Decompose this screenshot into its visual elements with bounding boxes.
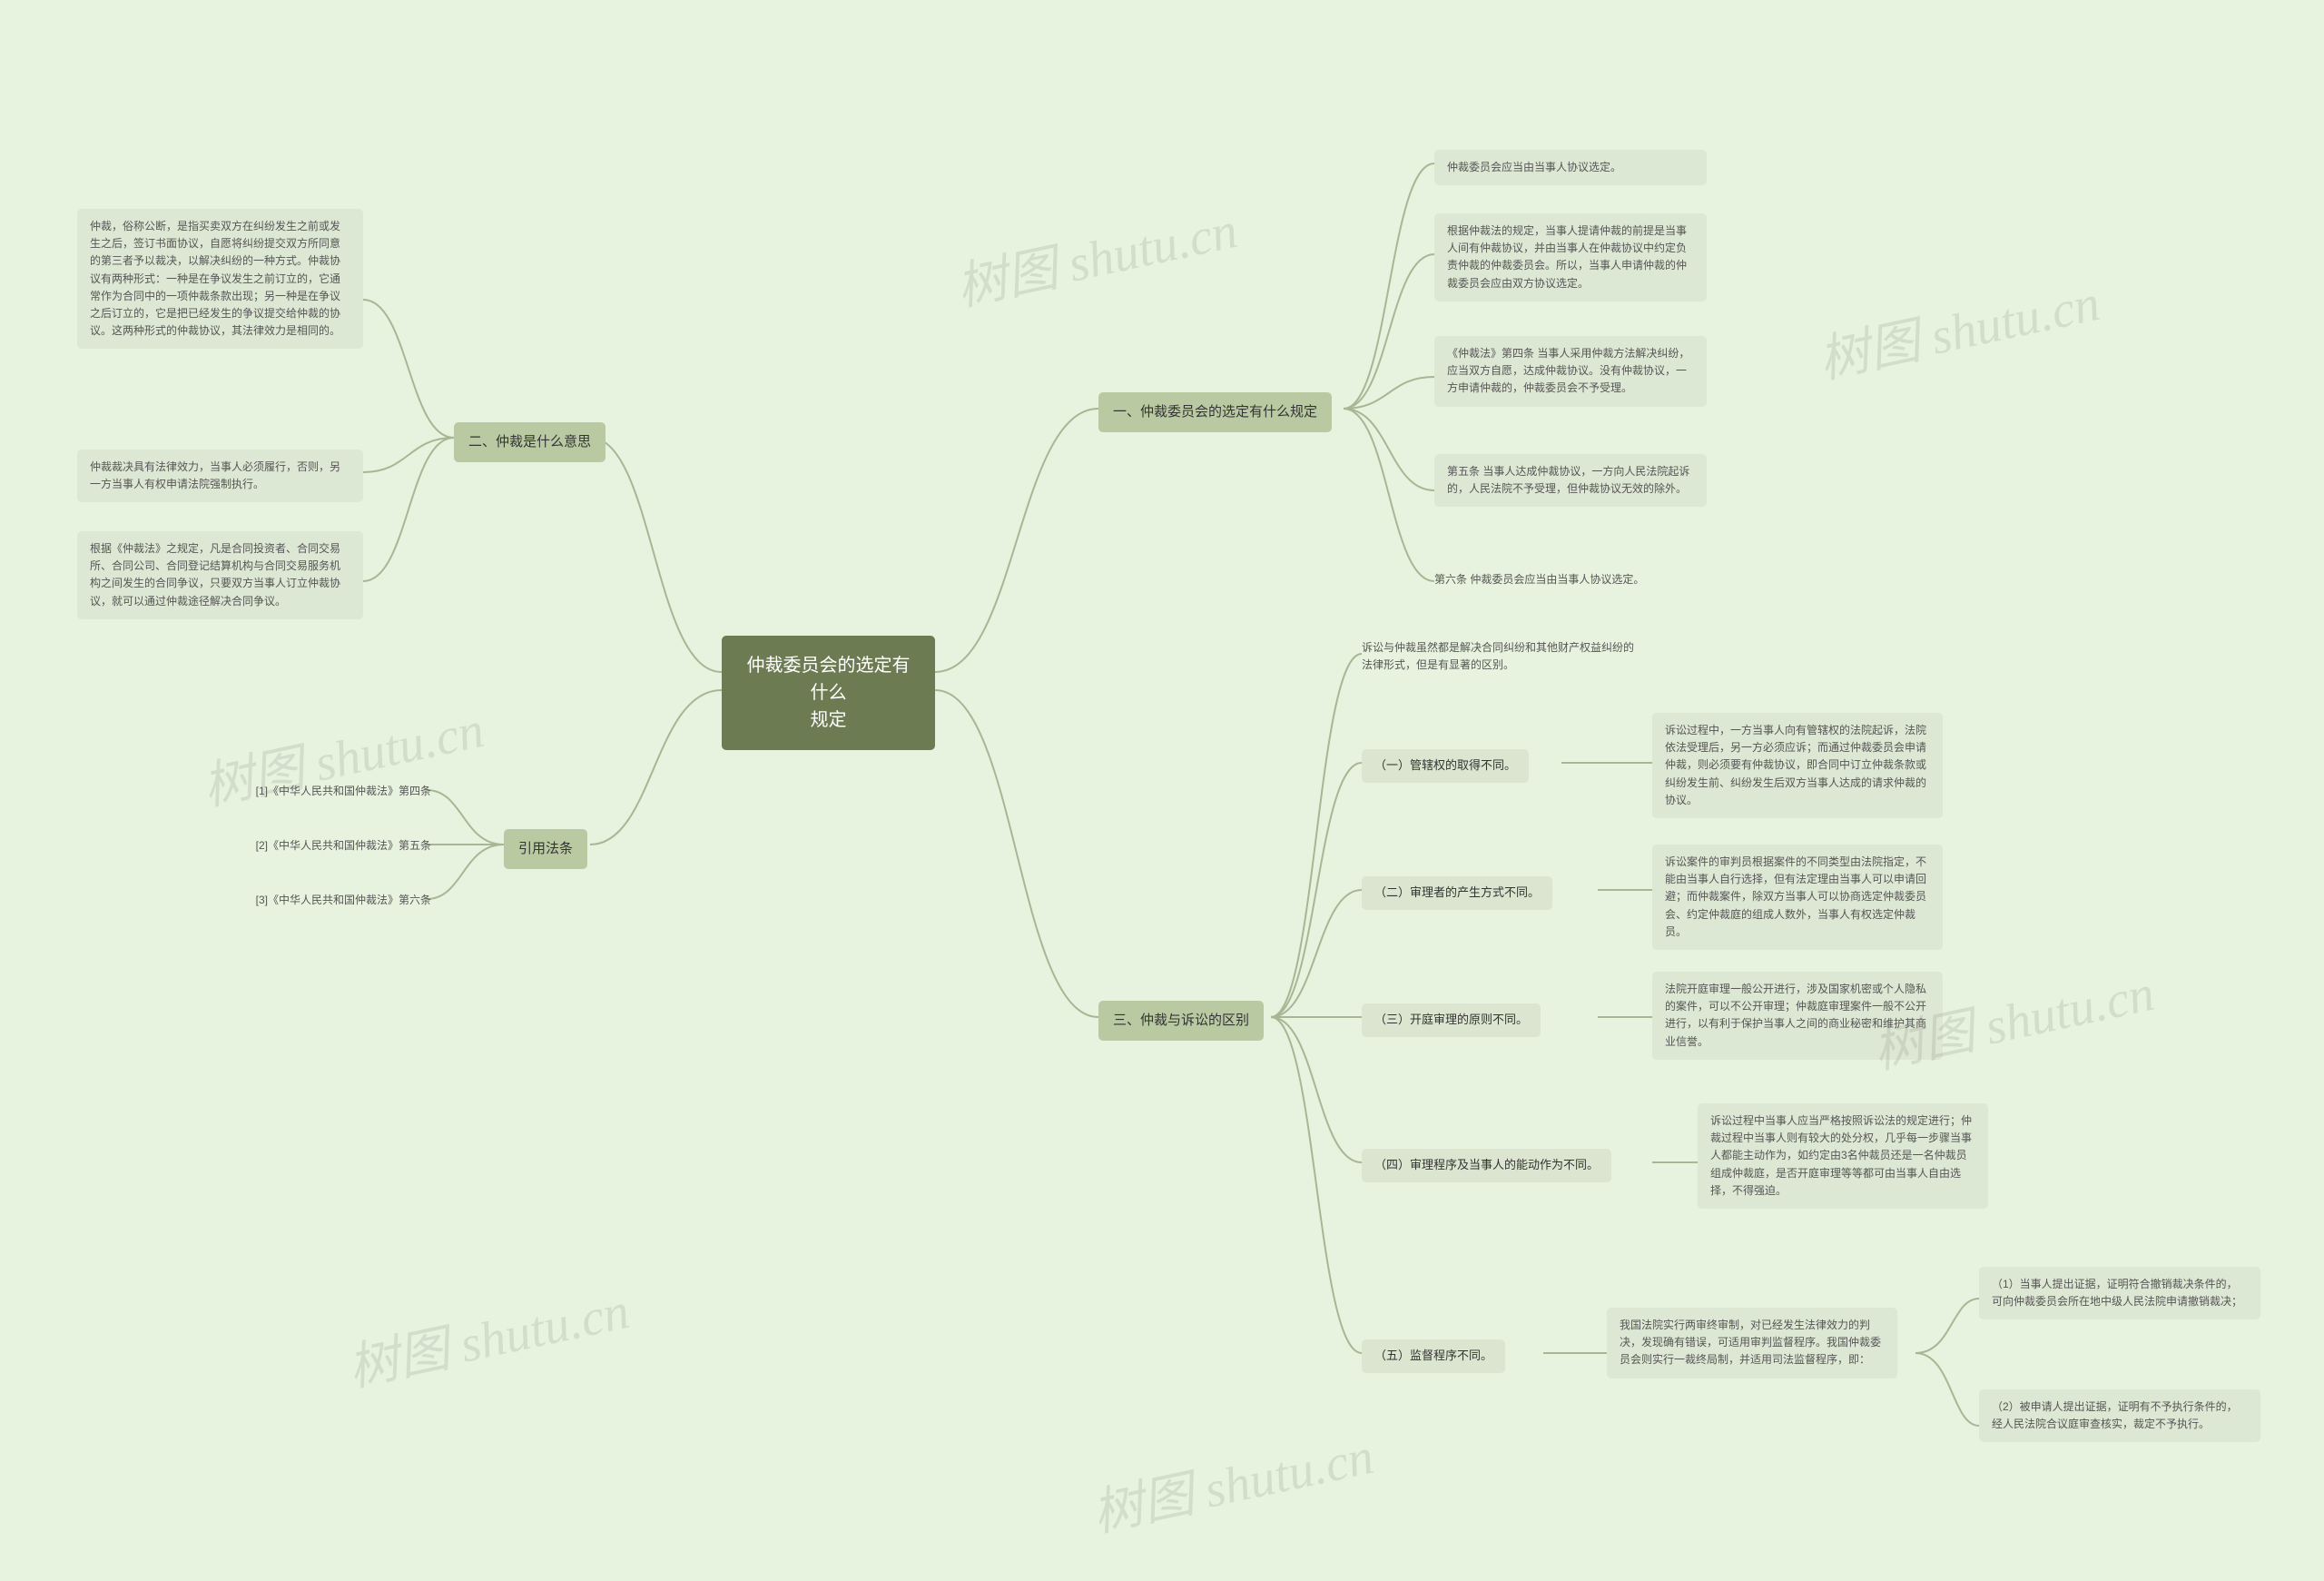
root-node[interactable]: 仲裁委员会的选定有什么 规定: [722, 636, 935, 750]
branch-3-title: 三、仲裁与诉讼的区别: [1113, 1013, 1249, 1028]
branch-4-item-2: [3]《中华人民共和国仲裁法》第六条: [195, 888, 431, 913]
branch-1-item-3: 第五条 当事人达成仲裁协议，一方向人民法院起诉的，人民法院不予受理，但仲裁协议无…: [1434, 454, 1707, 507]
branch-4[interactable]: 引用法条: [504, 829, 587, 869]
branch-3-sub-2-text: 法院开庭审理一般公开进行，涉及国家机密或个人隐私的案件，可以不公开审理；仲裁庭审…: [1652, 972, 1943, 1060]
branch-2-item-0: 仲裁，俗称公断，是指买卖双方在纠纷发生之前或发生之后，签订书面协议，自愿将纠纷提…: [77, 209, 363, 349]
watermark: 树图 shutu.cn: [340, 1270, 635, 1401]
branch-3-sub-4-extra-1: （2）被申请人提出证据，证明有不予执行条件的，经人民法院合议庭审查核实，裁定不予…: [1979, 1389, 2260, 1442]
branch-2-title: 二、仲裁是什么意思: [468, 434, 591, 450]
branch-3-sub-1[interactable]: （二）审理者的产生方式不同。: [1362, 876, 1552, 910]
branch-2-item-2: 根据《仲裁法》之规定，凡是合同投资者、合同交易所、合同公司、合同登记结算机构与合…: [77, 531, 363, 619]
branch-1-item-2: 《仲裁法》第四条 当事人采用仲裁方法解决纠纷，应当双方自愿，达成仲裁协议。没有仲…: [1434, 336, 1707, 407]
branch-3-sub-4-extra-0: （1）当事人提出证据，证明符合撤销裁决条件的，可向仲裁委员会所在地中级人民法院申…: [1979, 1267, 2260, 1319]
branch-3-sub-3-text: 诉讼过程中当事人应当严格按照诉讼法的规定进行；仲裁过程中当事人则有较大的处分权，…: [1698, 1103, 1988, 1209]
branch-4-item-1: [2]《中华人民共和国仲裁法》第五条: [195, 834, 431, 858]
branch-2[interactable]: 二、仲裁是什么意思: [454, 422, 606, 462]
watermark: 树图 shutu.cn: [1085, 1415, 1379, 1546]
branch-3-sub-4[interactable]: （五）监督程序不同。: [1362, 1339, 1505, 1373]
watermark: 树图 shutu.cn: [949, 189, 1243, 321]
branch-3-intro: 诉讼与仲裁虽然都是解决合同纠纷和其他财产权益纠纷的法律形式，但是有显著的区别。: [1362, 636, 1643, 677]
branch-3-sub-0-text: 诉讼过程中，一方当事人向有管辖权的法院起诉，法院依法受理后，另一方必须应诉；而通…: [1652, 713, 1943, 818]
branch-3-sub-2[interactable]: （三）开庭审理的原则不同。: [1362, 1003, 1541, 1037]
branch-4-item-0: [1]《中华人民共和国仲裁法》第四条: [195, 779, 431, 804]
branch-3-sub-0[interactable]: （一）管辖权的取得不同。: [1362, 749, 1529, 783]
branch-3[interactable]: 三、仲裁与诉讼的区别: [1098, 1001, 1264, 1041]
branch-1-item-1: 根据仲裁法的规定，当事人提请仲裁的前提是当事人间有仲裁协议，并由当事人在仲裁协议…: [1434, 213, 1707, 301]
branch-1[interactable]: 一、仲裁委员会的选定有什么规定: [1098, 392, 1332, 432]
branch-1-item-4: 第六条 仲裁委员会应当由当事人协议选定。: [1434, 568, 1725, 592]
branch-3-sub-4-text: 我国法院实行两审终审制，对已经发生法律效力的判决，发现确有错误，可适用审判监督程…: [1607, 1308, 1897, 1378]
branch-2-item-1: 仲裁裁决具有法律效力，当事人必须履行，否则，另一方当事人有权申请法院强制执行。: [77, 450, 363, 502]
branch-1-title: 一、仲裁委员会的选定有什么规定: [1113, 404, 1317, 420]
watermark: 树图 shutu.cn: [1811, 262, 2105, 393]
branch-4-title: 引用法条: [518, 841, 573, 856]
root-line1: 仲裁委员会的选定有什么: [740, 652, 917, 707]
branch-3-sub-1-text: 诉讼案件的审判员根据案件的不同类型由法院指定，不能由当事人自行选择，但有法定理由…: [1652, 845, 1943, 950]
root-line2: 规定: [740, 707, 917, 734]
branch-3-sub-3[interactable]: （四）审理程序及当事人的能动作为不同。: [1362, 1149, 1611, 1182]
branch-1-item-0: 仲裁委员会应当由当事人协议选定。: [1434, 150, 1707, 185]
